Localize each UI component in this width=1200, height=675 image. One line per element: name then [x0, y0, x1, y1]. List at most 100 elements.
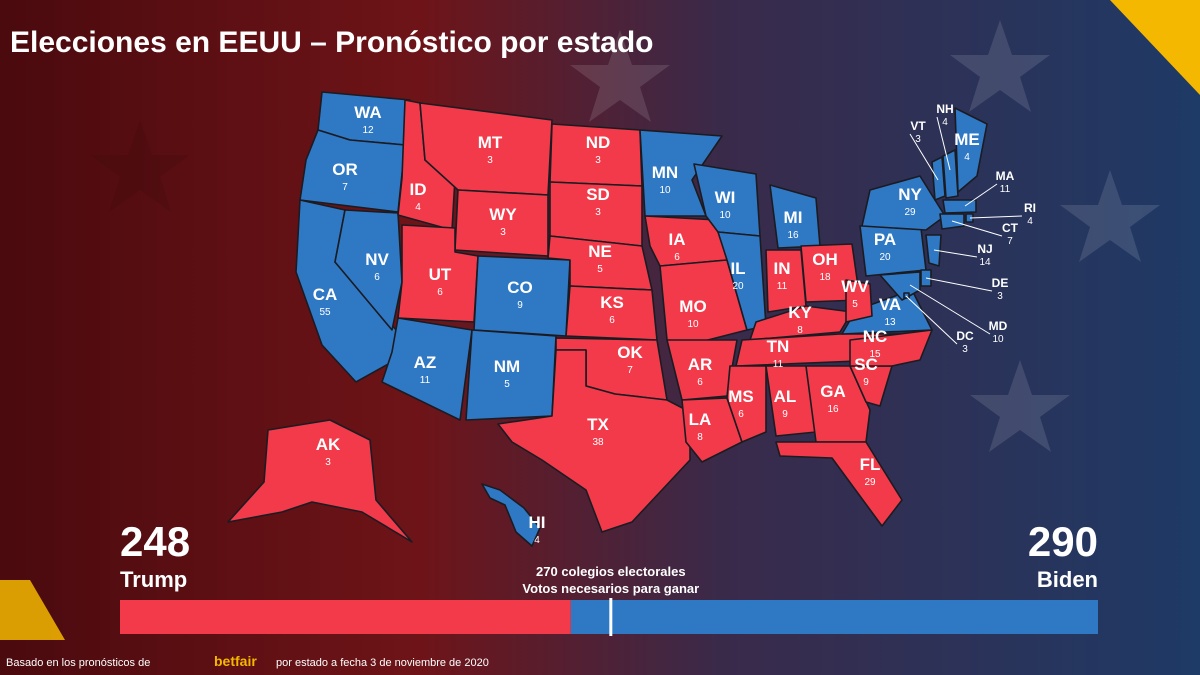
state-votes: 12	[362, 125, 374, 136]
state-shape	[726, 365, 767, 443]
state-votes: 38	[592, 437, 604, 448]
leader-line	[936, 116, 951, 171]
state-abbr: FL	[860, 455, 881, 474]
state-votes: 11	[773, 359, 784, 370]
state-votes: 10	[719, 210, 731, 221]
threshold-label: 270 colegios electorales	[536, 564, 686, 579]
state-votes: 29	[904, 207, 916, 218]
state-shape	[805, 365, 871, 443]
state-abbr: NJ	[977, 242, 992, 256]
state-votes: 4	[415, 202, 421, 213]
state-votes: 8	[797, 325, 803, 336]
state-shape	[845, 279, 873, 323]
state-votes: 3	[595, 155, 601, 166]
leader-line	[951, 220, 1003, 237]
state-abbr: NY	[898, 185, 922, 204]
state-abbr: AR	[688, 355, 713, 374]
state-abbr: MS	[728, 387, 754, 406]
state-votes: 7	[342, 182, 348, 193]
state-votes: 3	[500, 227, 506, 238]
state-abbr: ND	[586, 133, 611, 152]
leader-line	[933, 249, 978, 258]
threshold-note: Votos necesarios para ganar	[522, 581, 699, 596]
state-votes: 4	[1027, 216, 1033, 227]
state-votes: 10	[992, 334, 1004, 345]
state-shape	[931, 156, 946, 201]
state-shape	[849, 329, 933, 367]
state-votes: 5	[852, 299, 858, 310]
state-abbr: KY	[788, 303, 812, 322]
state-shape	[879, 271, 921, 301]
state-abbr: RI	[1024, 201, 1036, 215]
title: Elecciones en EEUU – Pronóstico por esta…	[10, 26, 654, 59]
state-abbr: TN	[767, 337, 790, 356]
state-abbr: WY	[489, 205, 517, 224]
footer-text: por estado a fecha 3 de noviembre de 202…	[276, 657, 489, 669]
state-votes: 6	[437, 287, 443, 298]
leader-line	[969, 215, 1023, 219]
state-shape	[639, 129, 723, 217]
state-shape	[954, 107, 988, 193]
state-abbr: AK	[316, 435, 341, 454]
state-abbr: NM	[494, 357, 520, 376]
state-votes: 4	[942, 117, 948, 128]
state-shape	[681, 397, 743, 463]
state-shape	[861, 175, 946, 231]
state-votes: 6	[738, 409, 744, 420]
state-abbr: DC	[956, 329, 974, 343]
state-abbr: SD	[586, 185, 610, 204]
leader-line	[909, 284, 991, 335]
state-abbr: VT	[910, 119, 926, 133]
state-abbr: MO	[679, 297, 706, 316]
state-shape	[903, 292, 910, 299]
bar-segment	[120, 600, 571, 634]
background-stars	[90, 20, 1160, 452]
state-abbr: AZ	[414, 353, 437, 372]
state-votes: 7	[1007, 236, 1013, 247]
state-votes: 4	[534, 535, 540, 546]
state-shape	[227, 419, 413, 543]
state-votes: 10	[659, 185, 671, 196]
state-votes: 4	[964, 152, 970, 163]
state-abbr: OK	[617, 343, 643, 362]
leader-line	[964, 183, 998, 207]
state-abbr: ME	[954, 130, 980, 149]
state-votes: 7	[627, 365, 633, 376]
state-votes: 3	[595, 207, 601, 218]
state-shape	[841, 289, 933, 335]
state-abbr: NC	[863, 327, 888, 346]
state-shape	[965, 213, 974, 223]
footer: Basado en los pronósticos de betfair por…	[6, 653, 489, 669]
state-shape	[497, 349, 691, 533]
state-votes: 6	[374, 272, 380, 283]
state-votes: 3	[915, 134, 921, 145]
state-votes: 14	[979, 257, 991, 268]
state-votes: 3	[997, 291, 1003, 302]
state-shape	[942, 149, 959, 199]
state-shape	[925, 234, 942, 267]
state-votes: 6	[674, 252, 680, 263]
leader-line	[905, 295, 958, 345]
state-shape	[481, 483, 541, 547]
state-shape	[942, 199, 977, 214]
footer-text: Basado en los pronósticos de	[6, 657, 150, 669]
state-votes: 11	[777, 281, 788, 292]
state-votes: 3	[325, 457, 331, 468]
state-abbr: NV	[365, 250, 389, 269]
state-votes: 15	[869, 349, 881, 360]
state-votes: 8	[697, 432, 703, 443]
state-shape	[334, 209, 403, 331]
state-abbr: UT	[429, 265, 452, 284]
state-votes: 9	[517, 300, 523, 311]
state-shape	[775, 441, 903, 527]
state-votes: 16	[787, 230, 799, 241]
state-abbr: LA	[689, 410, 712, 429]
state-abbr: MI	[784, 208, 803, 227]
state-abbr: WA	[354, 103, 381, 122]
candidate-total: 290	[1028, 518, 1098, 565]
state-votes: 6	[697, 377, 703, 388]
state-abbr: IN	[774, 259, 791, 278]
state-abbr: IL	[730, 259, 745, 278]
